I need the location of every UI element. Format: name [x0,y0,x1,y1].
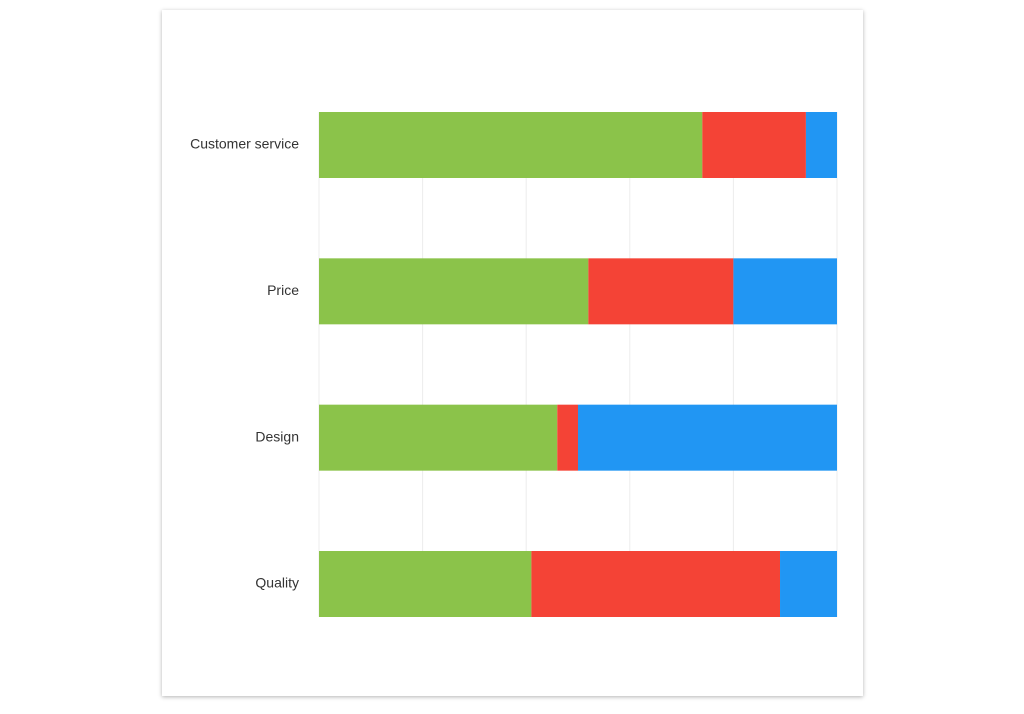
y-tick-label: Price [267,282,299,298]
bar-segment [780,551,837,617]
bar-segment [805,112,837,178]
y-tick-label: Customer service [190,136,299,152]
bar-segment [319,551,532,617]
y-tick-label: Design [255,428,299,444]
bar-segment [588,258,734,325]
bar-segment [557,404,578,471]
y-tick-label: Quality [255,575,299,591]
bar-segment [578,404,837,471]
bar-segment [702,112,806,178]
bar-segment [531,551,781,617]
bar-segment [319,258,589,325]
bar-segment [319,404,558,471]
bar-segment [733,258,837,325]
bar-segment [319,112,703,178]
